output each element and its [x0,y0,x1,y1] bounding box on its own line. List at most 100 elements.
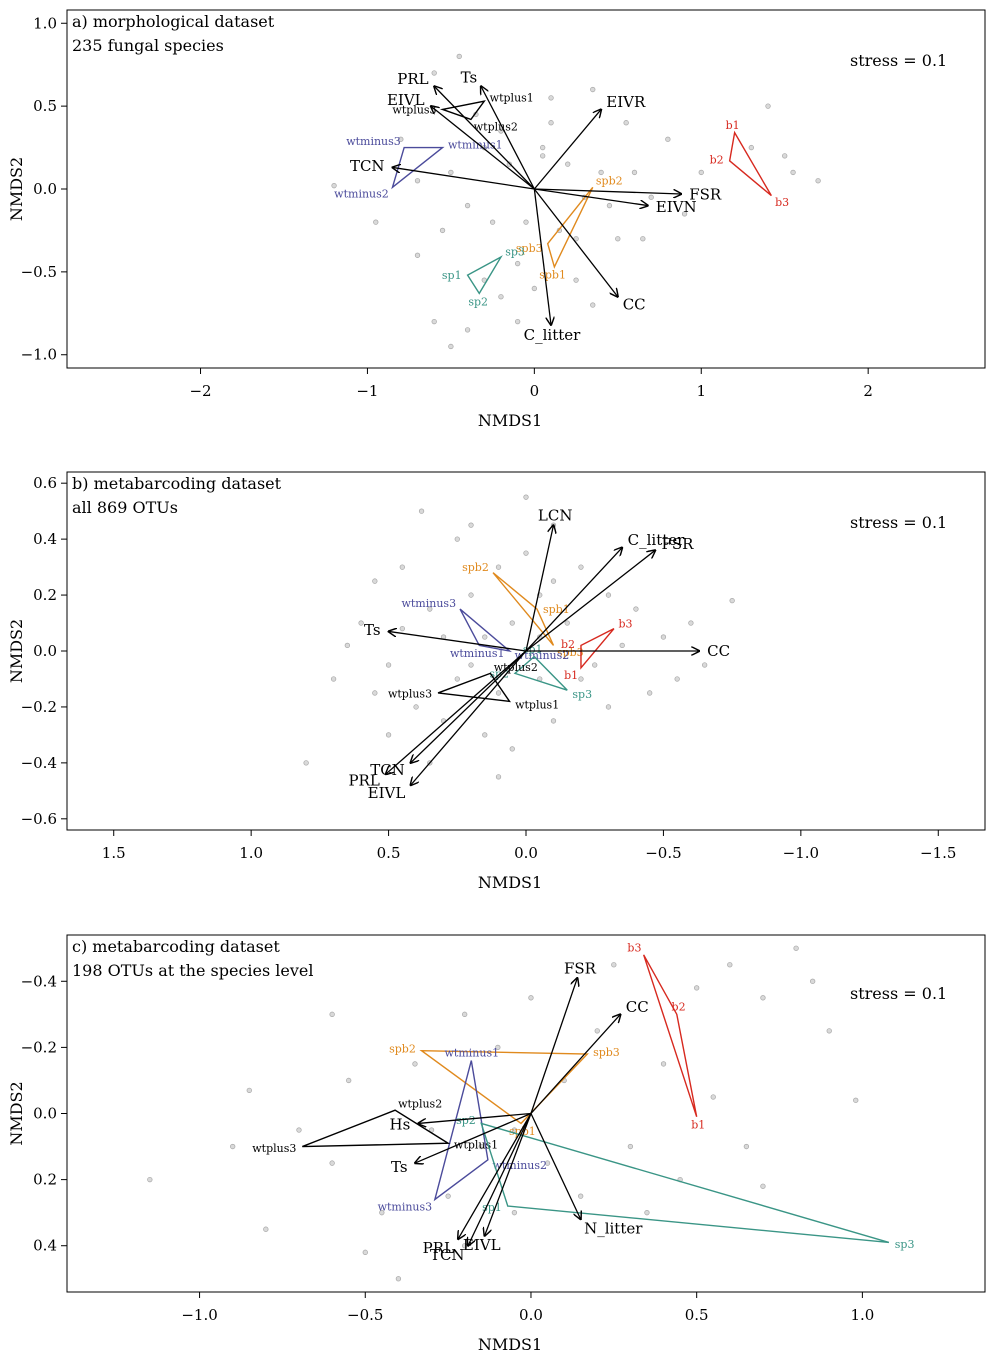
species-point [431,70,437,76]
env-arrow-label: TCN [430,1246,465,1264]
y-axis-title: NMDS2 [7,619,26,683]
group-hull [492,572,555,646]
group-vertex-label: wtminus1 [450,647,505,660]
species-point [826,1028,832,1034]
y-tick-label: −0.5 [21,263,57,281]
env-arrow-line [411,650,527,763]
species-point [412,1061,418,1067]
group-wtplus: wtplus3 wtplus1 wtplus2 [392,92,533,134]
species-point [509,746,515,752]
group-vertex-label: spb2 [462,561,489,574]
panel-label: a) morphological dataset [72,12,275,31]
species-point [230,1143,236,1150]
group-vertex-label: b2 [561,638,575,651]
group-vertex-label: spb3 [516,242,543,255]
env-arrow: TCN [430,1113,532,1264]
species-point [362,1249,368,1255]
group-vertex-label: spb3 [593,1046,620,1059]
x-tick-label: −1 [356,382,378,400]
group-b: b3 b2 b1 [627,941,705,1131]
species-point [448,343,454,350]
species-point [727,962,733,968]
y-tick-label: −0.4 [21,972,57,990]
group-hull [513,655,568,691]
species-point [853,1097,859,1103]
env-arrow-label: EIVR [606,93,646,111]
plot-frame [66,9,986,369]
species-point [431,318,437,325]
group-vertex-label: wtminus2 [515,649,570,662]
group-b: b1 b2 b3 [710,119,790,209]
group-vertex-label: wtplus3 [252,1142,296,1155]
y-tick-label: 0.0 [33,1105,57,1123]
env-arrow-line [485,1113,532,1236]
species-point [611,962,617,968]
group-vertex-label: spb2 [596,175,623,188]
species-point [511,1210,518,1216]
env-arrow: FSR [525,535,694,652]
species-point [573,277,579,283]
x-tick-label: −1.0 [783,844,819,862]
species-point [498,128,504,134]
env-arrow: CC [533,188,646,314]
env-arrow-label: Ts [391,1158,408,1176]
species-point [385,662,392,668]
env-arrow-label: C_litter [524,326,582,344]
panel-sublabel: all 869 OTUs [72,498,178,517]
group-vertex-label: spb2 [389,1042,416,1055]
env-arrow-label: PRL [348,772,379,790]
species-point [578,1193,584,1199]
x-tick-label: 1.5 [102,844,126,862]
species-point [550,718,557,724]
x-tick-label: 2 [863,382,873,400]
species-point [644,1210,650,1216]
species-point [660,634,667,640]
x-tick-label: 1 [696,382,706,400]
x-axis-title: NMDS1 [478,411,542,430]
species-point [454,536,460,542]
group-vertex-label: wtminus3 [378,1201,433,1214]
group-vertex-label: wtminus2 [334,188,389,201]
species-point [303,760,309,766]
x-tick-label: −2 [189,382,211,400]
group-vertex-label: b2 [710,154,724,167]
y-tick-label: 0.2 [33,586,57,604]
y-tick-label: 0.4 [33,1237,57,1255]
species-point [619,642,625,649]
panel-a: −2 −1 0 1 2 −1.0 −0.5 0.0 0.5 1.0 NMDS1 NMDS2 a) mor… [7,9,986,430]
species-point [330,676,337,682]
x-tick-label: 0.0 [514,844,538,862]
env-arrow: EIVN [534,188,697,216]
species-point [627,1143,634,1150]
group-vertex-label: sp1 [442,269,462,282]
env-arrow: PRL [397,70,535,190]
group-vertex-label: wtminus2 [492,1159,547,1172]
species-point [482,634,488,640]
species-point [606,202,613,209]
env-arrow-line [411,650,527,785]
group-vertex-label: wtplus2 [494,661,538,674]
x-tick-label: −1.0 [181,1306,217,1324]
env-arrow-line [525,525,553,652]
stress-label: stress = 0.1 [850,984,947,1003]
species-point [623,120,629,126]
species-point [698,169,704,176]
group-vertex-label: wtminus3 [401,597,456,610]
env-arrow-line [386,650,527,774]
x-axis-title: NMDS1 [478,873,542,892]
y-tick-label: −0.6 [21,810,57,828]
env-arrow-line [434,86,535,190]
species-point [540,144,546,151]
species-point [528,995,534,1001]
species-point [523,494,529,500]
env-arrow-label: C_litter [628,531,686,549]
species-point [615,236,621,242]
env-arrow-label: TCN [350,157,385,175]
species-point [743,1143,750,1150]
env-arrow: CC [530,998,649,1114]
env-arrow: EIVL [463,1113,532,1254]
group-vertex-label: spb1 [539,269,566,282]
env-arrow-label: FSR [689,185,722,203]
species-point [373,219,379,225]
group-sp: sp3 sp1 sp2 [442,245,525,308]
